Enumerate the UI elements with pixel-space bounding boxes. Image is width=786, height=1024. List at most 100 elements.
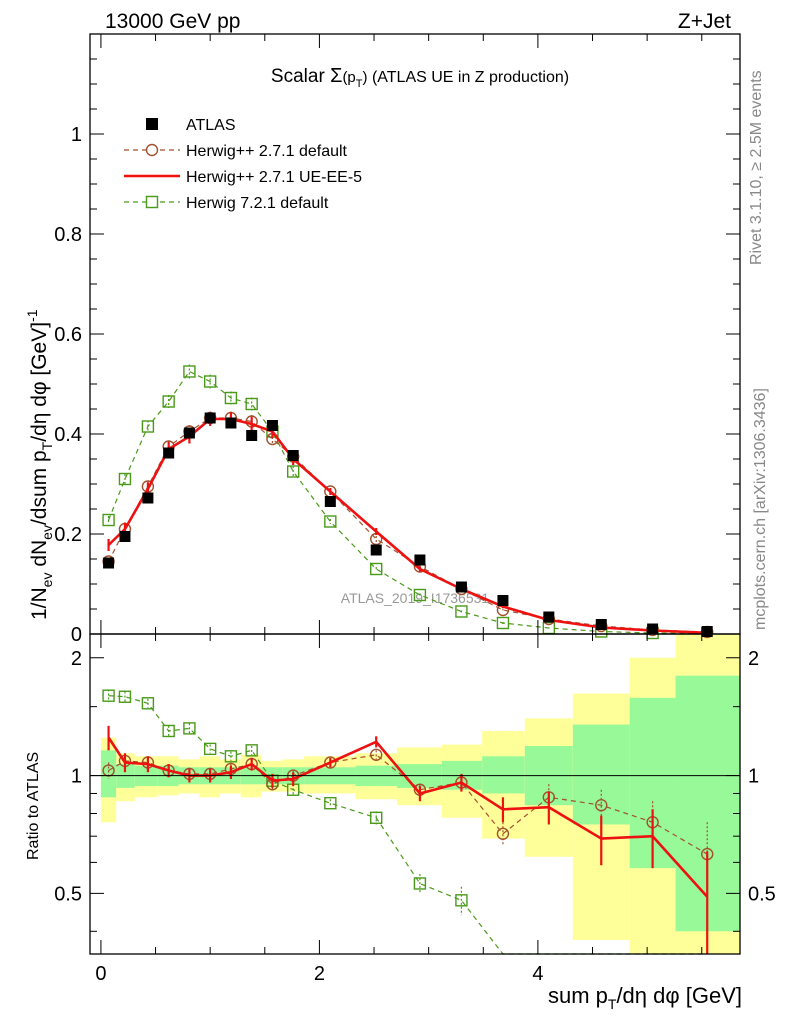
ratio-marker-herwig-2-7-1-default-14 — [496, 827, 510, 840]
main-marker-herwig-7-2-1-default-6 — [224, 391, 238, 405]
main-marker-atlas-18 — [701, 626, 713, 637]
main-marker-atlas-14 — [497, 595, 509, 606]
ratio-marker-herwig-7-2-1-default-6 — [224, 750, 238, 763]
ratio-marker-herwig-2-7-1-default-10 — [324, 756, 337, 769]
main-marker-herwig-7-2-1-default-2 — [141, 420, 155, 433]
ylabel-part-4: /dsum p — [28, 450, 51, 525]
ratio-ytick-label-left-0: 0.5 — [54, 883, 82, 905]
ratio-ytick-label-right-0: 0.5 — [748, 883, 776, 905]
main-ytick-label-3: 0.6 — [54, 324, 82, 346]
main-marker-herwig-7-2-1-default-7 — [245, 397, 258, 411]
ylabel-part-3: ev — [39, 525, 55, 540]
ratio-ytick-label-left-2: 2 — [71, 648, 82, 670]
main-marker-herwig-7-2-1-default-12 — [413, 588, 427, 602]
legend-label-0: ATLAS — [186, 117, 236, 134]
legend-marker-herwigpp-default — [145, 143, 159, 157]
process-label: Z+Jet — [678, 10, 731, 33]
ratio-marker-herwig-2-7-1-default-11 — [370, 748, 383, 761]
ylabel-part-0: 1/N — [28, 587, 51, 620]
main-marker-atlas-8 — [266, 420, 278, 431]
main-ytick-label-4: 0.8 — [54, 224, 82, 246]
ratio-marker-herwig-7-2-1-default-12 — [413, 877, 427, 890]
main-marker-atlas-13 — [455, 581, 467, 593]
green-band-bin-14 — [482, 756, 525, 794]
plot-title-prefix: Scalar — [271, 66, 330, 87]
plot-title-arg: (p — [342, 69, 355, 86]
main-marker-atlas-17 — [647, 623, 659, 635]
main-marker-herwig-7-2-1-default-10 — [324, 515, 337, 528]
ratio-marker-herwig-2-7-1-default-16 — [595, 799, 608, 812]
x-axis-label: sum pT/dη dφ [GeV] — [548, 983, 742, 1012]
main-marker-atlas-3 — [163, 447, 175, 459]
main-panel-data — [102, 364, 714, 640]
plot-title-sigma: Σ — [330, 65, 342, 87]
rivet-version-label: Rivet 3.1.10, ≥ 2.5M events — [748, 70, 765, 265]
plot-title: Scalar Σ(pT) (ATLAS UE in Z production) — [271, 65, 569, 90]
main-marker-atlas-5 — [204, 412, 216, 424]
main-marker-herwig-7-2-1-default-4 — [183, 365, 196, 378]
ylabel-part-1: ev — [39, 573, 55, 588]
legend: ATLAS Herwig++ 2.7.1 default Herwig++ 2.7.… — [124, 117, 362, 212]
main-marker-atlas-11 — [370, 544, 382, 556]
main-marker-herwig-7-2-1-default-9 — [286, 465, 300, 478]
ylabel-part-6: /dη dφ [GeV] — [28, 322, 51, 442]
ylabel-part-2: dN — [28, 540, 51, 573]
legend-marker-atlas — [146, 118, 158, 130]
main-marker-atlas-10 — [324, 496, 336, 507]
main-y-axis-label: 1/Nev dNev/dsum pT/dη dφ [GeV]-1 — [24, 309, 55, 620]
ratio-marker-herwig-7-2-1-default-5 — [203, 742, 217, 756]
green-band-bin-16 — [572, 724, 630, 825]
main-ytick-label-5: 1 — [71, 124, 82, 146]
main-marker-atlas-0 — [103, 557, 115, 569]
axis-ticks: 00.20.40.60.810.5 0.51 12 20 2 4 — [54, 34, 776, 985]
xtick-label-0: 0 — [95, 963, 106, 985]
plot-title-arg-sub: T — [356, 78, 363, 90]
main-marker-herwig-7-2-1-default-3 — [162, 395, 175, 408]
main-marker-herwig-7-2-1-default-11 — [370, 562, 383, 576]
ratio-marker-herwig-7-2-1-default-11 — [370, 811, 383, 824]
ratio-marker-herwig-7-2-1-default-1 — [118, 690, 132, 703]
xlabel-part-1: T — [608, 996, 617, 1012]
xlabel-part-0: sum p — [548, 983, 608, 1008]
plot-title-arg-close: ) — [363, 69, 368, 86]
main-marker-atlas-16 — [595, 619, 607, 630]
main-marker-atlas-12 — [414, 554, 426, 566]
ratio-marker-herwig-7-2-1-default-3 — [162, 724, 175, 738]
ratio-marker-herwig-7-2-1-default-10 — [324, 796, 337, 810]
ratio-marker-herwig-7-2-1-default-7 — [245, 744, 258, 757]
main-ytick-label-2: 0.4 — [54, 424, 82, 446]
main-marker-atlas-1 — [119, 531, 131, 542]
main-marker-atlas-15 — [543, 611, 555, 623]
main-marker-herwig-7-2-1-default-14 — [496, 616, 510, 630]
ratio-marker-herwig-7-2-1-default-2 — [141, 697, 155, 710]
ratio-marker-herwig-7-2-1-default-0 — [102, 689, 115, 702]
plot-title-suffix: (ATLAS UE in Z production) — [368, 69, 570, 86]
main-marker-herwig-7-2-1-default-5 — [203, 375, 217, 388]
ylabel-part-7: -1 — [24, 309, 40, 322]
ratio-ytick-label-right-2: 2 — [748, 648, 759, 670]
mcplots-label: mcplots.cern.ch [arXiv:1306.3436] — [752, 388, 769, 630]
legend-label-2: Herwig++ 2.7.1 UE-EE-5 — [186, 169, 362, 186]
main-marker-herwig-7-2-1-default-13 — [455, 605, 468, 618]
main-marker-atlas-7 — [246, 430, 258, 441]
green-band-bin-0 — [100, 750, 117, 798]
xtick-label-2: 4 — [532, 963, 543, 985]
energy-label: 13000 GeV pp — [105, 10, 240, 33]
main-marker-atlas-2 — [142, 492, 154, 504]
main-marker-atlas-9 — [287, 450, 299, 461]
ratio-ytick-label-right-1: 1 — [748, 766, 759, 788]
main-ytick-label-1: 0.2 — [54, 524, 82, 546]
xlabel-part-2: /dη dφ [GeV] — [616, 983, 742, 1008]
ratio-y-axis-label: Ratio to ATLAS — [25, 752, 42, 860]
ratio-ytick-label-left-1: 1 — [71, 766, 82, 788]
ratio-panel-frame — [89, 633, 741, 955]
legend-label-1: Herwig++ 2.7.1 default — [186, 143, 348, 160]
main-marker-atlas-6 — [225, 417, 237, 429]
xtick-label-1: 2 — [314, 963, 325, 985]
legend-label-3: Herwig 7.2.1 default — [186, 195, 329, 212]
main-ytick-label-0: 0 — [71, 624, 82, 646]
main-marker-herwig-7-2-1-default-1 — [118, 472, 132, 486]
legend-marker-herwig7 — [145, 195, 159, 209]
main-marker-atlas-4 — [183, 427, 195, 439]
